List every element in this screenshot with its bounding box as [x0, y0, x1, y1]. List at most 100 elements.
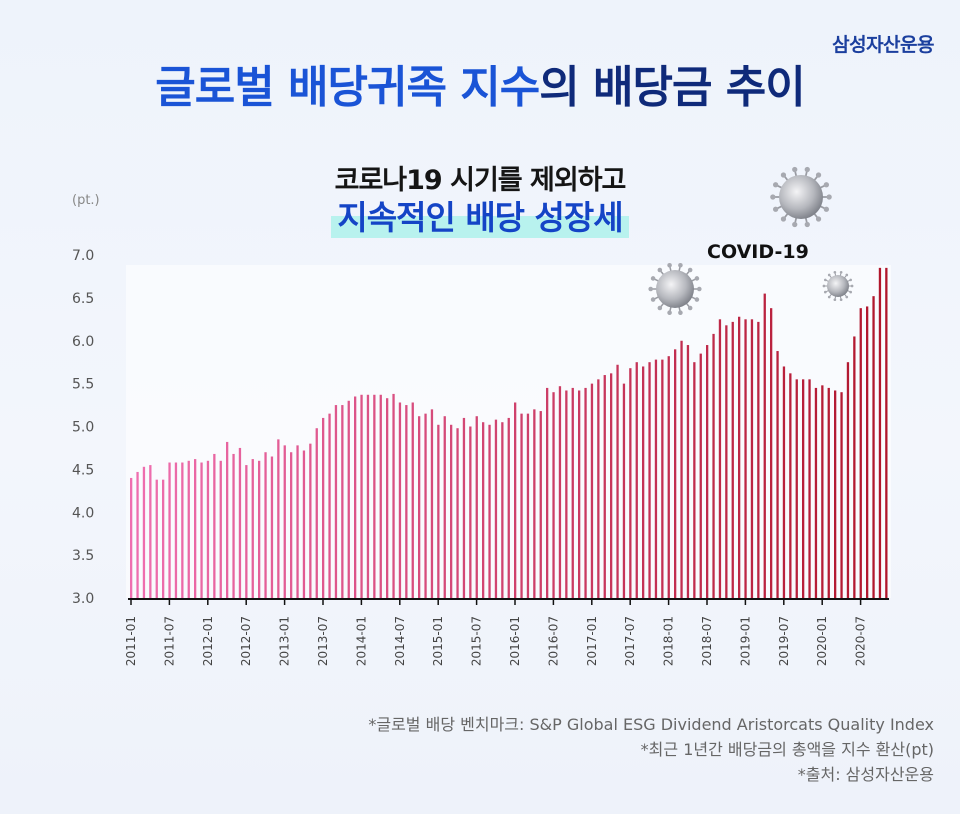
subtitle-line2-wrap: 지속적인 배당 성장세 — [0, 198, 960, 238]
bar — [277, 439, 280, 598]
bar — [443, 416, 446, 598]
covid-annotation: COVID-19 — [707, 241, 809, 263]
bar — [610, 373, 613, 598]
y-axis-unit: (pt.) — [72, 193, 100, 208]
subtitle-line2: 지속적인 배당 성장세 — [331, 198, 629, 238]
bar — [296, 445, 299, 598]
bar — [539, 411, 542, 598]
bar — [885, 267, 888, 598]
bar — [802, 379, 805, 598]
bar — [533, 409, 536, 598]
bar — [488, 424, 491, 598]
bar — [693, 362, 696, 598]
x-tick-label: 2015-07 — [470, 616, 484, 666]
bar — [699, 353, 702, 598]
bar — [232, 453, 235, 598]
bar — [859, 308, 862, 598]
subtitle-line1: 코로나19 시기를 제외하고 — [334, 165, 627, 196]
bar — [872, 296, 875, 598]
bar — [878, 267, 882, 598]
bar — [686, 345, 690, 598]
bar — [744, 319, 747, 598]
bar — [162, 479, 165, 598]
bar — [821, 385, 824, 598]
bar — [366, 394, 370, 598]
footnote-source: *출처: 삼성자산운용 — [797, 765, 934, 784]
footnote-calculation: *최근 1년간 배당금의 총액을 지수 환산(pt) — [640, 740, 934, 759]
bar — [622, 383, 626, 598]
x-tick-label: 2018-07 — [700, 616, 714, 666]
footnote-benchmark: *글로벌 배당 벤치마크: S&P Global ESG Dividend Ar… — [368, 715, 934, 734]
bar — [206, 460, 210, 598]
bar — [648, 362, 651, 598]
page-title: 글로벌 배당귀족 지수의 배당금 추이 — [0, 58, 960, 118]
bar — [770, 308, 773, 598]
y-tick-label: 5.5 — [72, 377, 94, 393]
bar — [603, 375, 606, 598]
bar — [341, 405, 344, 598]
bar — [392, 393, 395, 598]
bar — [853, 336, 856, 598]
bar — [642, 366, 645, 598]
bar — [334, 405, 338, 598]
x-tick-label: 2014-01 — [354, 616, 368, 666]
bar — [174, 462, 178, 598]
bar — [757, 321, 760, 598]
bar — [584, 387, 587, 598]
bar — [347, 400, 350, 598]
virus-icon-small — [822, 270, 854, 302]
bar — [136, 471, 139, 598]
y-tick-label: 6.0 — [72, 334, 94, 350]
bar — [187, 460, 190, 598]
bar — [616, 364, 619, 598]
bar — [834, 390, 837, 598]
x-tick-label: 2018-01 — [662, 616, 676, 666]
bar — [290, 452, 293, 598]
x-tick-label: 2019-07 — [777, 616, 791, 666]
x-tick-label: 2017-07 — [623, 616, 637, 666]
bar — [309, 443, 312, 598]
bar — [283, 445, 286, 598]
bar — [200, 462, 203, 598]
bar — [213, 453, 216, 598]
bar — [597, 379, 600, 598]
bar — [360, 394, 363, 598]
bar — [782, 366, 786, 598]
bar — [379, 394, 382, 598]
bar — [264, 452, 267, 598]
bar — [558, 386, 562, 598]
bar — [789, 373, 792, 598]
bar — [590, 383, 594, 598]
bar — [251, 459, 254, 598]
bar — [315, 428, 318, 598]
bar — [328, 413, 331, 598]
bar — [750, 319, 754, 598]
bar — [418, 416, 421, 598]
bar — [226, 441, 229, 598]
bar — [386, 398, 389, 598]
bar — [514, 402, 517, 598]
x-tick-label: 2019-01 — [738, 616, 752, 666]
bar — [430, 409, 434, 598]
bar — [168, 462, 171, 598]
bar — [866, 306, 869, 598]
x-tick-label: 2013-07 — [316, 616, 330, 666]
x-tick-label: 2015-01 — [431, 616, 445, 666]
x-tick-label: 2020-07 — [854, 616, 868, 666]
x-tick-label: 2020-01 — [815, 616, 829, 666]
y-tick-label: 3.0 — [72, 591, 94, 607]
bar — [680, 340, 683, 598]
bar — [238, 447, 242, 598]
bar — [827, 387, 830, 598]
bar — [578, 390, 581, 598]
bar — [258, 460, 261, 598]
bar — [322, 417, 325, 598]
virus-icon-large — [770, 166, 832, 228]
bar — [738, 316, 741, 598]
bar — [661, 359, 664, 598]
x-tick-label: 2012-07 — [239, 616, 253, 666]
x-tick-label: 2011-01 — [124, 616, 138, 666]
bar — [181, 462, 184, 598]
bar — [846, 362, 850, 598]
x-tick-label: 2014-07 — [393, 616, 407, 666]
